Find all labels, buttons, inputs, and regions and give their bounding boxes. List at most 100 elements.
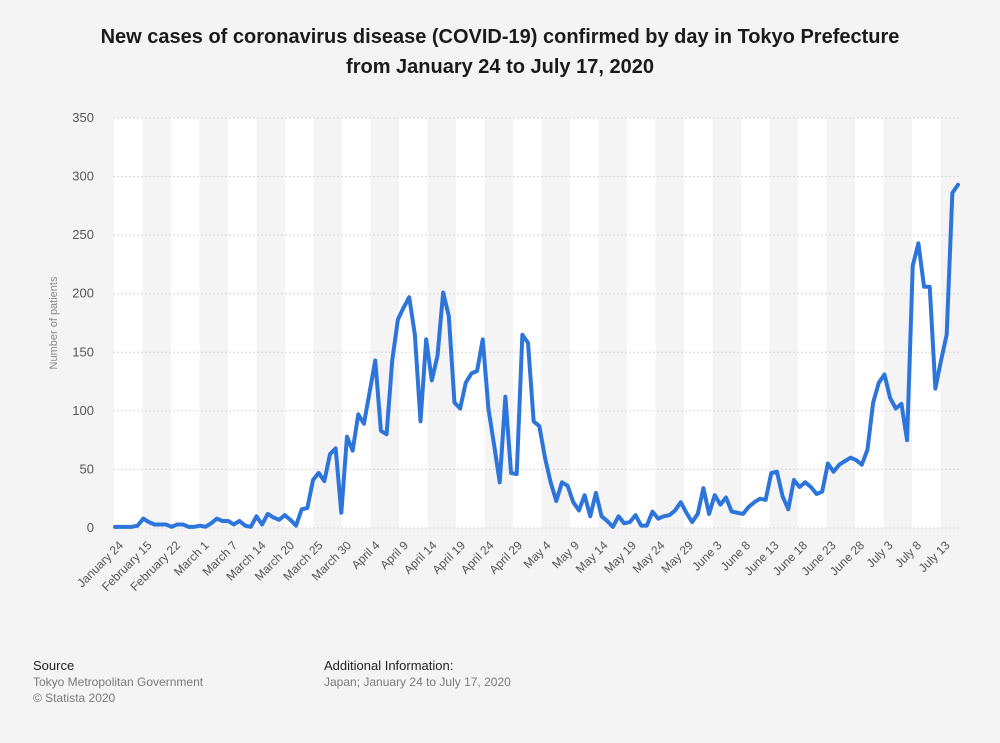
data-point — [583, 494, 586, 497]
data-point — [651, 510, 654, 513]
data-point — [957, 183, 960, 186]
data-point — [323, 480, 326, 483]
x-tick-label: June 3 — [689, 538, 725, 574]
y-tick-label: 300 — [72, 169, 94, 184]
data-point — [606, 519, 609, 522]
data-point — [436, 354, 439, 357]
data-point — [940, 359, 943, 362]
data-point — [295, 524, 298, 527]
plot-band — [855, 118, 884, 528]
data-point — [266, 512, 269, 515]
data-point — [413, 333, 416, 336]
data-point — [328, 453, 331, 456]
data-point — [674, 509, 677, 512]
data-point — [487, 407, 490, 410]
data-point — [493, 443, 496, 446]
chart-title-line-2: from January 24 to July 17, 2020 — [346, 56, 654, 78]
data-point — [147, 521, 150, 524]
data-point — [679, 501, 682, 504]
plot-band — [741, 118, 770, 528]
y-tick-label: 200 — [72, 286, 94, 301]
data-point — [385, 433, 388, 436]
data-point — [447, 314, 450, 317]
data-point — [832, 470, 835, 473]
data-point — [249, 525, 252, 528]
data-point — [555, 500, 558, 503]
data-point — [232, 523, 235, 526]
source-name: Tokyo Metropolitan Government — [33, 675, 204, 689]
data-point — [883, 373, 886, 376]
data-point — [719, 503, 722, 506]
data-point — [272, 516, 275, 519]
data-point — [923, 285, 926, 288]
x-tick-label: July 3 — [864, 538, 896, 570]
plot-band — [228, 118, 257, 528]
data-point — [911, 264, 914, 267]
additional-info-block: Additional Information: Japan; January 2… — [324, 658, 511, 690]
data-point — [317, 471, 320, 474]
data-point — [368, 391, 371, 394]
data-point — [362, 422, 365, 425]
data-point — [221, 519, 224, 522]
data-point — [204, 525, 207, 528]
data-point — [577, 509, 580, 512]
data-point — [130, 525, 133, 528]
data-point — [804, 481, 807, 484]
data-point — [866, 448, 869, 451]
data-point — [374, 359, 377, 362]
data-point — [826, 462, 829, 465]
data-point — [594, 491, 597, 494]
data-point — [708, 512, 711, 515]
series-line — [113, 182, 960, 529]
data-point — [702, 487, 705, 490]
data-point — [889, 396, 892, 399]
data-point — [176, 523, 179, 526]
data-point — [798, 486, 801, 489]
data-point — [170, 525, 173, 528]
data-point — [515, 473, 518, 476]
data-point — [521, 333, 524, 336]
data-point — [849, 456, 852, 459]
data-point — [306, 507, 309, 510]
data-point — [464, 381, 467, 384]
data-point — [838, 463, 841, 466]
data-point — [758, 497, 761, 500]
y-tick-label: 250 — [72, 227, 94, 242]
data-point — [159, 523, 162, 526]
data-point — [300, 508, 303, 511]
data-point — [589, 515, 592, 518]
data-point — [153, 523, 156, 526]
chart-title-line-1: New cases of coronavirus disease (COVID-… — [100, 26, 900, 48]
data-point — [408, 296, 411, 299]
data-point — [255, 515, 258, 518]
data-point — [187, 525, 190, 528]
data-point — [402, 306, 405, 309]
data-point — [906, 439, 909, 442]
data-point — [566, 484, 569, 487]
data-point — [747, 505, 750, 508]
data-point — [538, 425, 541, 428]
data-point — [753, 501, 756, 504]
data-point — [560, 481, 563, 484]
data-point — [617, 515, 620, 518]
data-point — [351, 449, 354, 452]
data-point — [775, 470, 778, 473]
data-point — [289, 518, 292, 521]
data-point — [549, 481, 552, 484]
data-point — [691, 521, 694, 524]
data-point — [809, 486, 812, 489]
data-point — [634, 514, 637, 517]
y-tick-label: 350 — [72, 110, 94, 125]
data-point — [164, 523, 167, 526]
x-tick-label: May 29 — [658, 538, 696, 576]
plot-band — [798, 118, 827, 528]
x-tick-label: April 4 — [349, 538, 383, 572]
data-point — [142, 517, 145, 520]
data-point — [657, 517, 660, 520]
data-point — [623, 522, 626, 525]
data-point — [476, 370, 479, 373]
copyright: © Statista 2020 — [33, 691, 116, 705]
data-point — [430, 379, 433, 382]
data-point — [713, 494, 716, 497]
data-point — [640, 524, 643, 527]
